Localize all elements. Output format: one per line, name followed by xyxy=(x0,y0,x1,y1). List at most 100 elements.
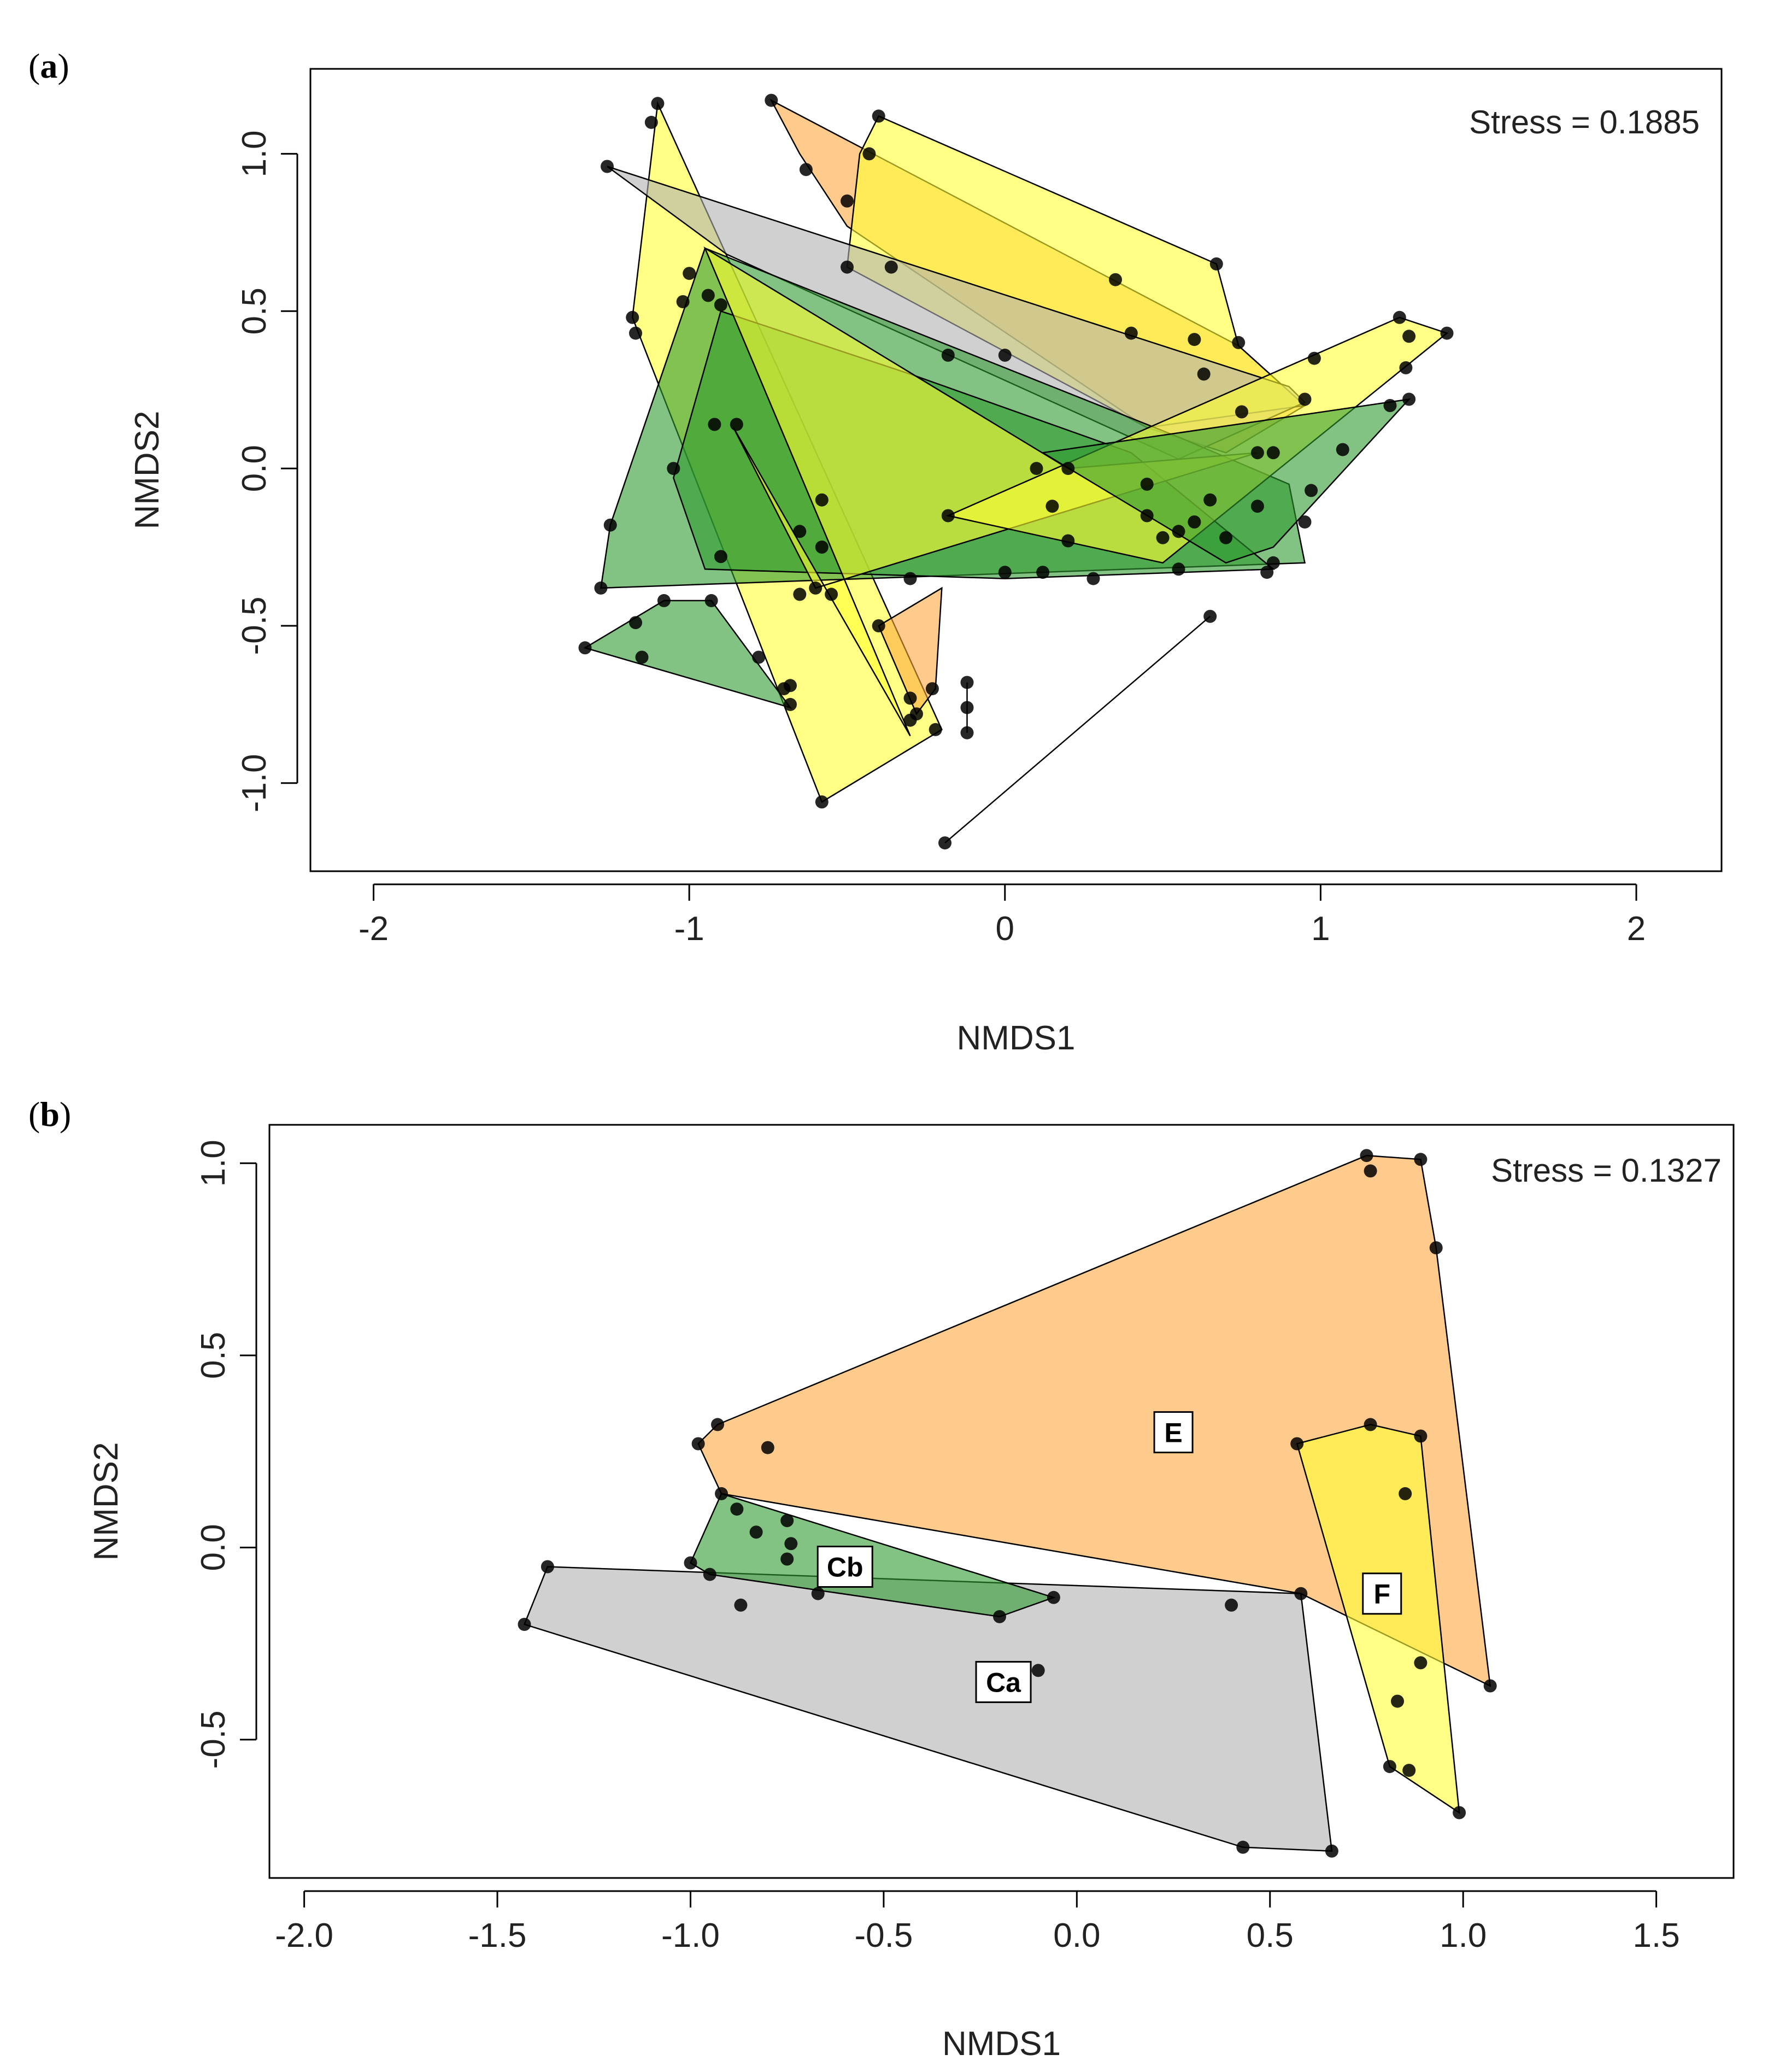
y-tick-label: -0.5 xyxy=(195,1710,232,1769)
data-point xyxy=(1414,1153,1428,1166)
panel-a-axes: -2 -1 0 1 2 -1.0 -0.5 0.0 0.5 1.0 xyxy=(236,130,1646,948)
group-label-f: F xyxy=(1362,1572,1402,1615)
panel-a-label: (a) xyxy=(28,46,69,85)
panel-b-points xyxy=(518,1149,1497,1858)
panel-b-axes: -2.0 -1.5 -1.0 -0.5 0.0 0.5 1.0 1.5 -0.5 0.0 0.5 1.… xyxy=(195,1140,1680,1954)
panel-a-y-axis-title: NMDS2 xyxy=(128,410,166,529)
data-point xyxy=(799,163,813,177)
data-point xyxy=(1197,367,1211,381)
data-point xyxy=(815,493,829,507)
data-point xyxy=(1307,351,1321,365)
data-point xyxy=(1188,515,1201,529)
data-point xyxy=(1156,531,1170,544)
data-point xyxy=(703,1568,716,1581)
data-point xyxy=(704,594,718,607)
data-point xyxy=(780,1552,794,1566)
data-point xyxy=(1414,1429,1428,1443)
y-tick-label: -1.0 xyxy=(236,754,273,812)
data-point xyxy=(825,588,838,601)
data-point xyxy=(711,1418,724,1431)
data-point xyxy=(960,676,974,689)
hull-green-right xyxy=(1041,398,1411,564)
panel-a-plot-frame xyxy=(309,68,1723,872)
data-point xyxy=(629,616,642,630)
data-point xyxy=(1298,515,1312,529)
data-point xyxy=(1031,1664,1045,1677)
data-point xyxy=(1383,1760,1396,1774)
data-point xyxy=(1232,336,1246,349)
y-tick-label: 1.0 xyxy=(236,130,273,177)
data-point xyxy=(793,588,807,601)
data-point xyxy=(1305,484,1318,497)
data-point xyxy=(841,260,854,274)
x-tick-label: -1.0 xyxy=(661,1917,720,1954)
data-point xyxy=(601,160,614,173)
data-point xyxy=(1453,1806,1466,1819)
data-point xyxy=(1383,399,1397,412)
data-point xyxy=(941,348,955,362)
data-point xyxy=(793,525,807,538)
data-point xyxy=(815,541,829,554)
panel-a-hulls xyxy=(583,98,1449,844)
data-point xyxy=(1260,566,1274,579)
hull-ca xyxy=(523,1566,1333,1852)
data-point xyxy=(657,594,671,607)
data-point xyxy=(1364,1418,1377,1431)
data-point xyxy=(1140,509,1154,523)
data-point xyxy=(1140,477,1154,491)
y-tick-label: 0.0 xyxy=(195,1524,232,1571)
data-point xyxy=(730,418,743,431)
x-tick-label: -2.0 xyxy=(275,1917,333,1954)
x-tick-label: -0.5 xyxy=(854,1917,913,1954)
data-point xyxy=(1399,361,1413,374)
data-point xyxy=(1086,572,1100,585)
data-point xyxy=(1414,1656,1428,1670)
data-point xyxy=(1294,1587,1308,1600)
data-point xyxy=(684,1556,697,1570)
data-point xyxy=(635,650,649,664)
data-point xyxy=(1225,1598,1238,1612)
data-point xyxy=(1402,330,1416,343)
data-point xyxy=(578,641,592,655)
data-point xyxy=(1336,443,1349,456)
data-point xyxy=(809,581,823,595)
data-point xyxy=(938,836,951,850)
data-point xyxy=(1109,273,1122,286)
hull-f xyxy=(1296,1424,1460,1815)
panel-a: (a) -2 -1 0 1 2 -1.0 -0.5 0.0 0.5 1.0 Stress = 0.… xyxy=(28,46,1723,1057)
y-tick-label: 0.5 xyxy=(195,1332,232,1379)
data-point xyxy=(1250,446,1264,460)
data-point xyxy=(1364,1164,1377,1178)
data-point xyxy=(884,260,898,274)
data-point xyxy=(815,795,829,809)
data-point xyxy=(1188,333,1201,347)
data-point xyxy=(777,682,791,696)
data-point xyxy=(1290,1437,1304,1451)
data-point xyxy=(903,691,917,705)
data-point xyxy=(667,462,680,476)
data-point xyxy=(1172,562,1185,576)
panel-b-hulls xyxy=(523,1154,1491,1852)
data-point xyxy=(784,697,797,711)
data-point xyxy=(1393,310,1406,324)
data-point xyxy=(1429,1241,1443,1254)
data-point xyxy=(841,194,854,208)
data-point xyxy=(960,726,974,739)
data-point xyxy=(714,298,727,312)
data-point xyxy=(903,572,917,585)
data-point xyxy=(691,1437,705,1451)
data-point xyxy=(998,566,1012,579)
data-point xyxy=(676,295,690,308)
data-point xyxy=(1235,405,1248,419)
group-label-cb: Cb xyxy=(816,1546,873,1588)
hull-segment-lower-right xyxy=(944,615,1211,844)
data-point xyxy=(1266,556,1280,570)
data-point xyxy=(1045,500,1059,513)
data-point xyxy=(872,109,885,123)
panel-b-label: (b) xyxy=(28,1095,71,1134)
data-point xyxy=(603,518,617,532)
data-point xyxy=(1266,446,1280,460)
data-point xyxy=(761,1441,774,1454)
